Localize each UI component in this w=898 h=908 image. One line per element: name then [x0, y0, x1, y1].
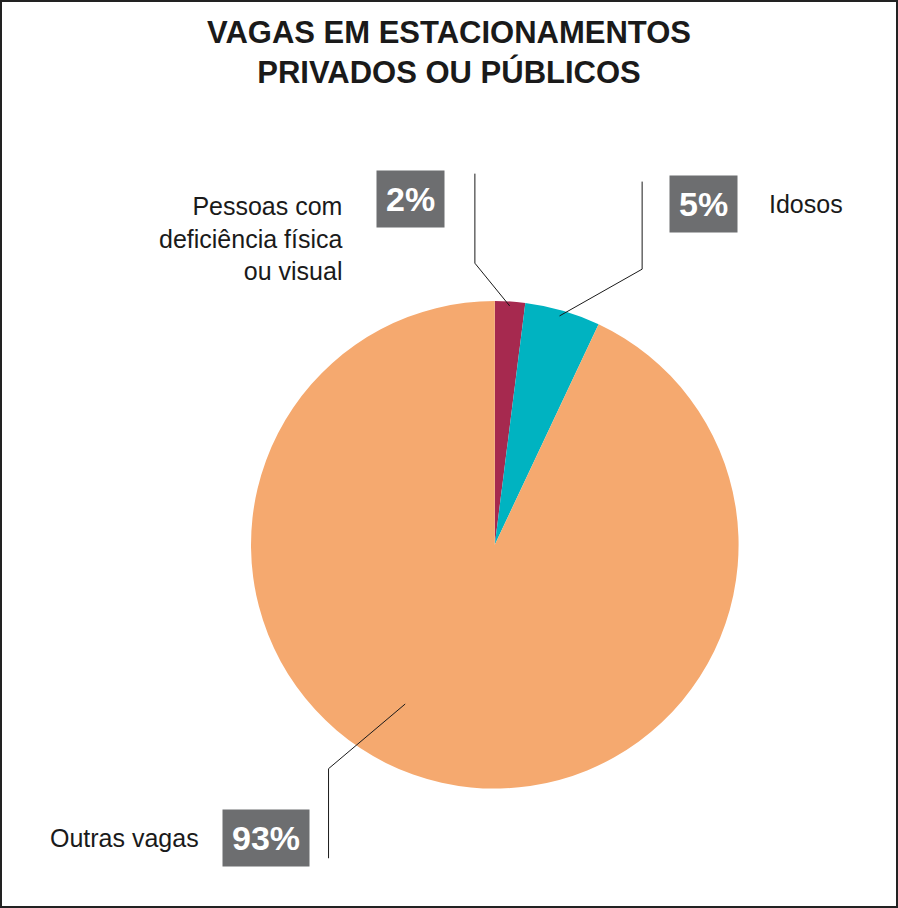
svg-text:93%: 93%: [232, 819, 300, 857]
svg-text:Pessoas comdeficiência físicao: Pessoas comdeficiência físicaou visual: [159, 192, 343, 285]
svg-text:VAGAS EM ESTACIONAMENTOSPRIVAD: VAGAS EM ESTACIONAMENTOSPRIVADOS OU PÚBL…: [207, 15, 691, 90]
svg-text:2%: 2%: [386, 180, 435, 218]
svg-text:Idosos: Idosos: [769, 190, 843, 218]
svg-text:Outras vagas: Outras vagas: [50, 824, 199, 852]
svg-text:5%: 5%: [679, 185, 728, 223]
